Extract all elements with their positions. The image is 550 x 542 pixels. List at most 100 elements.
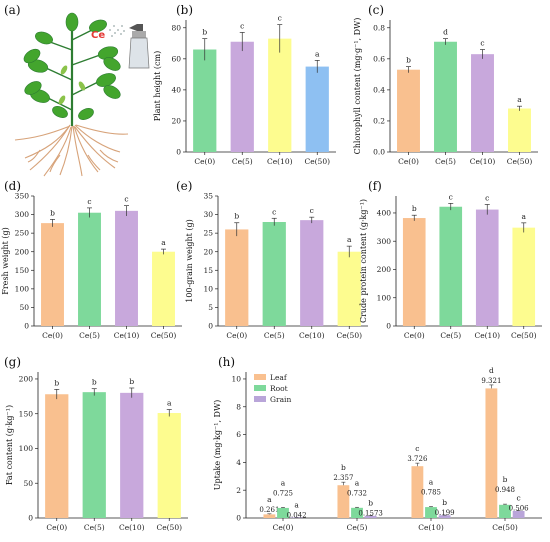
panel-a-illustration: (a) (4, 3, 150, 177)
y-tick-label: 200 (377, 265, 392, 274)
bar-grain (512, 510, 525, 518)
panel-d-label: (d) (4, 179, 21, 193)
x-tick-label: Ce(0) (404, 331, 425, 340)
y-tick-label: 0.2 (373, 117, 385, 126)
bar-root (425, 507, 437, 518)
x-tick-label: Ce(50) (336, 331, 362, 340)
chart-f: (f) 0 100 200 300 400 Crude protein content (g… (359, 179, 542, 340)
significance-letter: a (167, 399, 172, 408)
bar-root (351, 507, 363, 518)
chart-c: (c) 0.0 0.2 0.4 0.6 0.8 Chlorophyll content (m… (353, 3, 538, 166)
bar-grain (364, 515, 377, 518)
y-tick-label: 35 (203, 192, 213, 201)
ce-label: Ce (91, 30, 105, 41)
spray-mist (109, 25, 125, 37)
y-tick-label: 250 (15, 229, 30, 238)
y-axis-label: Plant height (cm) (153, 51, 162, 121)
significance-letter: b (412, 204, 417, 213)
bar-grain (438, 515, 451, 518)
y-tick-label: 5 (208, 303, 213, 312)
y-tick-label: 8 (236, 402, 241, 411)
legend-label-root: Root (270, 384, 288, 393)
y-tick-label: 20 (171, 117, 181, 126)
y-tick-label: 15 (203, 266, 213, 275)
x-tick-label: Ce(10) (114, 331, 140, 340)
bar-root (499, 504, 511, 518)
y-tick-label: 0 (386, 322, 391, 331)
significance-letter: c (278, 14, 282, 23)
y-tick-label: 25 (203, 229, 213, 238)
panel-b-label: (b) (176, 3, 193, 17)
y-axis-label: Uptake (mg·kg⁻¹, DW) (213, 400, 222, 491)
significance-letter: a (522, 212, 527, 221)
y-tick-label: 2 (236, 486, 241, 495)
y-tick-label: 10 (203, 284, 213, 293)
significance-letter: b (202, 28, 207, 37)
bar (41, 223, 64, 326)
significance-letter: c (449, 192, 453, 201)
y-tick-label: 200 (19, 375, 34, 384)
x-tick-label: Ce(50) (492, 523, 518, 532)
x-tick-label: Ce(0) (226, 331, 247, 340)
y-tick-label: 50 (23, 479, 33, 488)
y-tick-label: 60 (171, 54, 181, 63)
x-tick-label: Ce(5) (435, 157, 456, 166)
significance-letter: c (415, 444, 419, 453)
significance-letter: c (485, 193, 489, 202)
bar (475, 209, 499, 326)
x-tick-label: Ce(5) (264, 331, 285, 340)
x-tick-label: Ce(50) (156, 523, 182, 532)
significance-letter: b (234, 212, 239, 221)
y-tick-label: 6 (236, 430, 241, 439)
x-tick-label: Ce(0) (46, 523, 67, 532)
y-tick-label: 0 (24, 322, 29, 331)
panel-g-label: (g) (4, 355, 21, 369)
bar (337, 251, 361, 326)
data-label: 0.785 (421, 489, 441, 497)
bar (512, 227, 536, 326)
y-axis-label: 100-grain weight (g) (185, 219, 194, 302)
y-tick-label: 0.6 (373, 54, 385, 63)
bar (397, 69, 420, 152)
bar (402, 218, 426, 326)
x-tick-label: Ce(50) (507, 157, 533, 166)
x-tick-label: Ce(5) (232, 157, 253, 166)
bar-leaf (411, 466, 424, 518)
y-tick-label: 80 (171, 23, 181, 32)
bar (225, 229, 249, 326)
significance-letter: a (315, 49, 320, 58)
significance-letter: a (355, 478, 360, 487)
x-tick-label: Ce(0) (194, 157, 215, 166)
x-tick-label: Ce(10) (470, 157, 496, 166)
plant-pods (58, 65, 86, 105)
data-label: 0.1573 (358, 510, 383, 518)
data-label: 3.726 (407, 455, 428, 463)
legend-label-grain: Grain (270, 395, 291, 404)
x-tick-label: Ce(10) (119, 523, 145, 532)
y-tick-label: 0.4 (373, 85, 385, 94)
significance-letter: c (124, 195, 128, 204)
y-tick-label: 300 (377, 237, 392, 246)
bar (157, 413, 181, 518)
x-tick-label: Ce(5) (440, 331, 461, 340)
bar (300, 220, 324, 326)
chart-b: (b) 0 20 40 60 80 Plant height (cm) Ce(0) Ce(5) C… (153, 3, 336, 166)
y-tick-label: 350 (15, 192, 30, 201)
chart-g: (g) 0 50 100 150 200 Fat content (g·kg⁻¹) Ce(0)… (4, 355, 188, 532)
bar-leaf (337, 485, 350, 518)
bar (262, 222, 286, 326)
x-tick-label: Ce(5) (347, 523, 368, 532)
bar-grain (290, 517, 303, 518)
y-tick-label: 0 (176, 148, 181, 157)
significance-letter: b (442, 498, 447, 507)
y-tick-label: 300 (15, 210, 30, 219)
y-axis-label: Crude protein content (g·kg⁻¹) (359, 199, 368, 323)
significance-letter: a (294, 500, 299, 509)
x-tick-label: Ce(50) (304, 157, 330, 166)
bar (82, 392, 106, 518)
x-tick-label: Ce(0) (273, 523, 294, 532)
y-tick-label: 100 (15, 284, 30, 293)
significance-letter: b (406, 56, 411, 65)
